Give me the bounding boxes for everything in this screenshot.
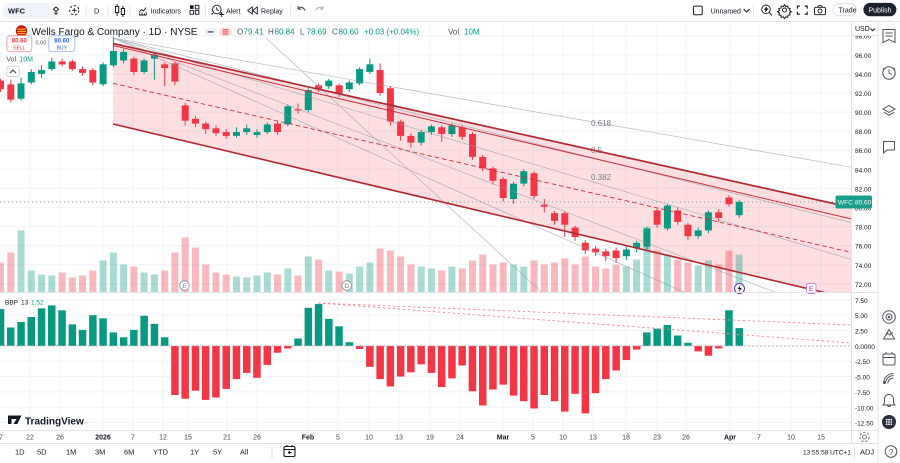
svg-text:5D: 5D xyxy=(37,448,47,457)
svg-text:0.0000: 0.0000 xyxy=(855,344,875,351)
svg-text:80.60: 80.60 xyxy=(855,200,872,207)
svg-text:5.00: 5.00 xyxy=(855,313,868,320)
svg-text:1Y: 1Y xyxy=(190,448,199,457)
svg-text:0.00: 0.00 xyxy=(35,41,46,47)
svg-text:5Y: 5Y xyxy=(213,448,222,457)
svg-text:80.00: 80.00 xyxy=(855,206,872,213)
svg-text:-10.00: -10.00 xyxy=(855,405,874,412)
svg-text:Alert: Alert xyxy=(226,8,240,15)
svg-text:78.00: 78.00 xyxy=(855,225,872,232)
svg-text:1M: 1M xyxy=(66,448,76,457)
svg-text:Vol: Vol xyxy=(448,28,459,37)
svg-text:13:55:58 UTC+1: 13:55:58 UTC+1 xyxy=(803,450,851,457)
svg-text:2026: 2026 xyxy=(95,435,111,442)
svg-text:10M: 10M xyxy=(464,28,480,37)
svg-text:Wells Fargo & Company · 1D · N: Wells Fargo & Company · 1D · NYSE xyxy=(32,27,198,38)
svg-text:1D: 1D xyxy=(15,448,25,457)
svg-text:13: 13 xyxy=(589,435,597,442)
svg-text:Apr: Apr xyxy=(724,435,736,442)
svg-text:C: C xyxy=(332,28,338,37)
svg-text:Trade: Trade xyxy=(839,8,857,15)
svg-text:Publish: Publish xyxy=(869,7,892,14)
svg-text:3M: 3M xyxy=(95,448,105,457)
svg-text:15: 15 xyxy=(184,435,192,442)
svg-text:BUY: BUY xyxy=(57,46,68,52)
svg-text:86.00: 86.00 xyxy=(855,148,872,155)
svg-text:10: 10 xyxy=(787,435,795,442)
svg-text:USD: USD xyxy=(855,26,870,33)
svg-text:22: 22 xyxy=(26,435,34,442)
svg-text:7: 7 xyxy=(131,435,135,442)
svg-text:13: 13 xyxy=(395,435,403,442)
svg-text:WFC: WFC xyxy=(838,200,853,207)
svg-text:Unnamed: Unnamed xyxy=(711,8,741,15)
svg-text:80.84: 80.84 xyxy=(275,28,296,37)
svg-text:80.60: 80.60 xyxy=(12,39,28,45)
svg-text:5: 5 xyxy=(531,435,535,442)
svg-text:1.52: 1.52 xyxy=(31,300,44,307)
svg-text:80.60: 80.60 xyxy=(339,28,360,37)
svg-text:Vol: Vol xyxy=(6,57,16,64)
svg-text:L: L xyxy=(300,28,305,37)
svg-text:YTD: YTD xyxy=(153,448,169,457)
svg-text:13: 13 xyxy=(21,300,29,307)
svg-text:21: 21 xyxy=(223,435,231,442)
svg-text:92.00: 92.00 xyxy=(855,91,872,98)
svg-text:10: 10 xyxy=(365,435,373,442)
svg-text:Indicators: Indicators xyxy=(151,8,182,15)
svg-text:15: 15 xyxy=(817,435,825,442)
svg-text:O: O xyxy=(237,28,243,37)
svg-text:96.00: 96.00 xyxy=(855,53,872,60)
svg-text:SELL: SELL xyxy=(13,46,25,52)
svg-text:7.50: 7.50 xyxy=(855,298,868,305)
svg-text:80.60: 80.60 xyxy=(54,39,70,45)
svg-text:TradingView: TradingView xyxy=(25,417,84,428)
svg-text:7: 7 xyxy=(757,435,761,442)
svg-text:7: 7 xyxy=(0,435,3,442)
svg-text:88.00: 88.00 xyxy=(855,129,872,136)
svg-text:79.41: 79.41 xyxy=(244,28,265,37)
svg-text:BBP: BBP xyxy=(5,300,18,307)
svg-text:-12.50: -12.50 xyxy=(855,421,874,428)
svg-text:ADJ: ADJ xyxy=(860,448,874,457)
svg-text:Replay: Replay xyxy=(261,8,283,15)
svg-text:19: 19 xyxy=(426,435,434,442)
svg-text:2.50: 2.50 xyxy=(855,329,868,336)
svg-text:10: 10 xyxy=(559,435,567,442)
svg-text:Mar: Mar xyxy=(497,435,510,442)
svg-text:76.00: 76.00 xyxy=(855,244,872,251)
svg-text:5: 5 xyxy=(336,435,340,442)
svg-text:E: E xyxy=(809,286,814,293)
svg-text:-2.50: -2.50 xyxy=(855,359,870,366)
svg-text:26: 26 xyxy=(682,435,690,442)
svg-text:12: 12 xyxy=(159,435,167,442)
svg-text:Feb: Feb xyxy=(302,435,314,442)
svg-text:D: D xyxy=(344,283,349,290)
svg-text:6M: 6M xyxy=(124,448,134,457)
svg-text:84.00: 84.00 xyxy=(855,167,872,174)
svg-text:-5.00: -5.00 xyxy=(855,375,870,382)
svg-text:18: 18 xyxy=(622,435,630,442)
svg-text:26: 26 xyxy=(253,435,261,442)
svg-text:-7.50: -7.50 xyxy=(855,390,870,397)
svg-text:78.69: 78.69 xyxy=(307,28,328,37)
svg-text:72.00: 72.00 xyxy=(855,282,872,289)
svg-text:+0.03 (+0.04%): +0.03 (+0.04%) xyxy=(364,28,419,37)
svg-text:23: 23 xyxy=(653,435,661,442)
svg-text:94.00: 94.00 xyxy=(855,72,872,79)
svg-text:All: All xyxy=(240,448,249,457)
svg-text:D: D xyxy=(94,6,100,15)
svg-text:?: ? xyxy=(889,447,894,457)
svg-text:24: 24 xyxy=(456,435,464,442)
svg-text:98.00: 98.00 xyxy=(855,34,872,41)
svg-text:90.00: 90.00 xyxy=(855,110,872,117)
svg-text:WFC: WFC xyxy=(8,7,26,16)
svg-text:82.00: 82.00 xyxy=(855,186,872,193)
svg-text:0.382: 0.382 xyxy=(591,173,612,182)
svg-text:26: 26 xyxy=(56,435,64,442)
svg-text:E: E xyxy=(182,283,187,290)
svg-text:10M: 10M xyxy=(19,57,33,64)
svg-text:H: H xyxy=(268,28,274,37)
svg-text:74.00: 74.00 xyxy=(855,263,872,270)
